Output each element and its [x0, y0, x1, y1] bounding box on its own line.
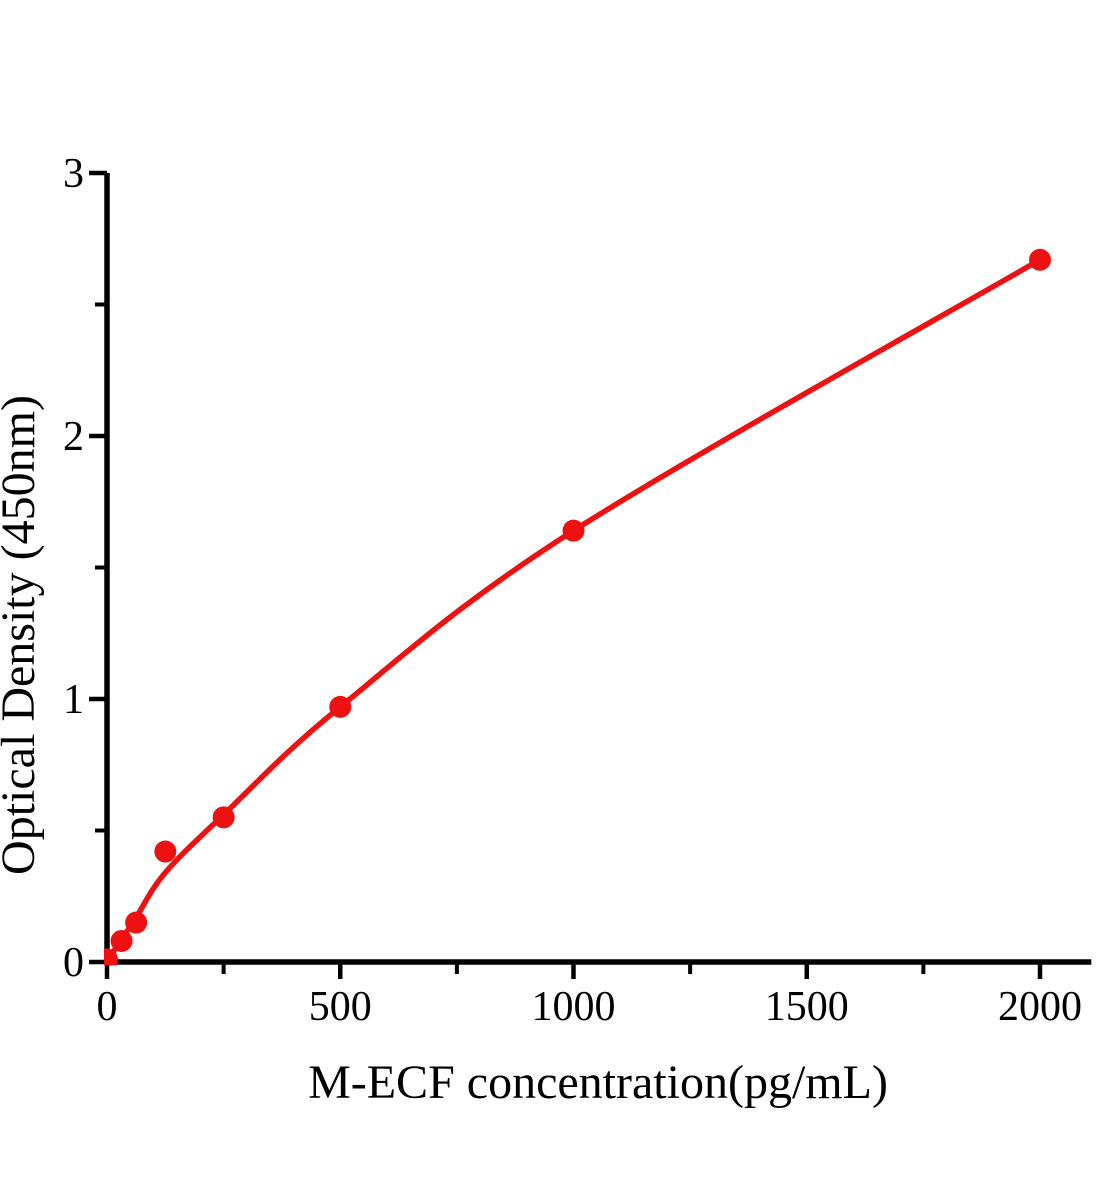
y-axis-title: Optical Density (450nm): [0, 395, 45, 875]
x-tick-label: 1500: [765, 984, 849, 1030]
data-point: [212, 806, 235, 829]
x-axis-title: M-ECF concentration(pg/mL): [308, 1056, 888, 1109]
y-tick-label: 3: [63, 151, 84, 197]
standard-curve-line: [104, 257, 1043, 964]
x-tick-label: 1000: [532, 984, 616, 1030]
data-point: [562, 519, 585, 542]
x-tick-label: 2000: [998, 984, 1082, 1030]
y-tick-label: 1: [63, 677, 84, 723]
data-point: [104, 948, 118, 966]
y-tick-label: 2: [63, 414, 84, 460]
x-tick-label: 500: [309, 984, 372, 1030]
x-tick-label: 0: [97, 984, 118, 1030]
axes: 0 500 1000 1500 2000 0 1 2 3: [63, 151, 1092, 1030]
data-series: [104, 248, 1051, 966]
data-point: [329, 695, 352, 718]
y-tick-label: 0: [63, 940, 84, 986]
data-point: [1029, 248, 1051, 271]
data-point: [110, 929, 133, 952]
data-point: [154, 840, 177, 863]
data-point: [125, 911, 148, 934]
